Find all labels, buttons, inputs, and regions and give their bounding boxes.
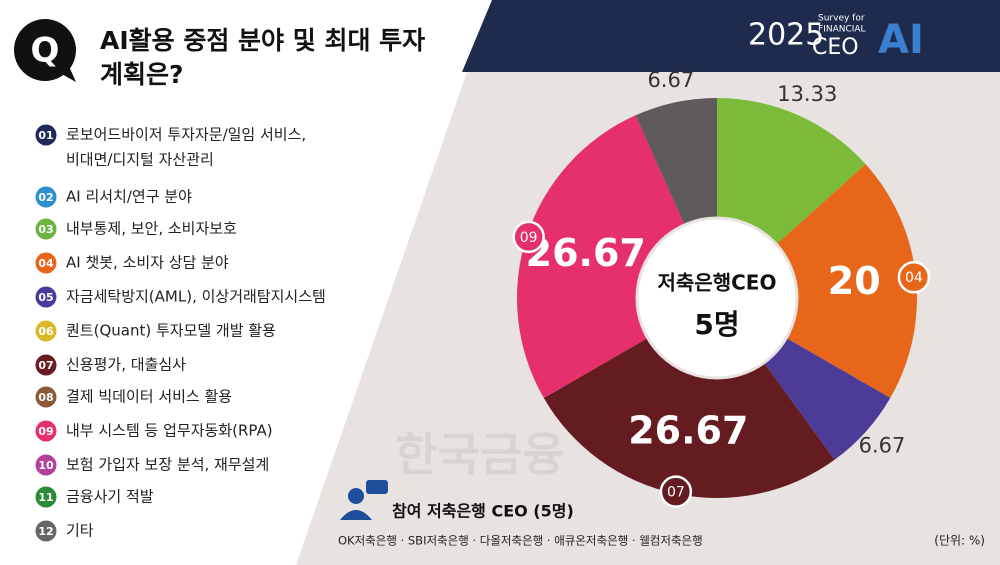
legend-badge: [35, 124, 57, 146]
slice-badge: [659, 475, 693, 508]
legend-number: 10: [38, 459, 54, 472]
legend-label: 신용평가, 대출심사: [66, 356, 186, 374]
legend-number: 08: [38, 391, 53, 404]
q-badge-tail: [58, 64, 76, 82]
q-letter: Q: [31, 31, 60, 71]
legend-badge: [35, 454, 57, 476]
logo-financial: FINANCIAL: [818, 25, 866, 35]
unit-label: (단위: %): [934, 534, 985, 548]
legend-label: 자금세탁방지(AML), 이상거래탐지시스템: [66, 288, 326, 306]
pie-slice: [717, 164, 917, 398]
legend-label: 내부통제, 보안, 소비자보호: [66, 220, 237, 238]
slice-badge-number: 04: [905, 270, 923, 286]
title-line: AI활용 중점 분야 및 최대 투자: [100, 26, 425, 55]
header-band: [462, 0, 1000, 72]
legend-badge: [35, 420, 57, 442]
legend-badge: [35, 286, 57, 308]
legend-badge: [35, 186, 57, 208]
legend-number: 01: [38, 129, 53, 142]
legend-label: 결제 빅데이터 서비스 활용: [66, 388, 232, 406]
logo-ai: AI: [878, 17, 924, 63]
legend-number: 11: [38, 491, 53, 504]
logo-year: 2025: [748, 18, 824, 53]
slice-badge: [512, 220, 545, 254]
legend-number: 07: [38, 359, 53, 372]
participants-list: OK저축은행 · SBI저축은행 · 다올저축은행 · 애큐온저축은행 · 웰컴…: [338, 534, 703, 548]
legend-label: AI 챗봇, 소비자 상담 분야: [66, 254, 229, 272]
legend-label: 비대면/디지털 자산관리: [66, 151, 214, 169]
center-disc: [635, 216, 799, 380]
legend-badge: [35, 218, 57, 240]
value-label: 20: [828, 259, 881, 303]
legend-number: 04: [38, 257, 54, 270]
legend-label: 로보어드바이저 투자자문/일임 서비스,: [66, 126, 306, 144]
legend-number: 05: [38, 291, 53, 304]
watermark: 한국금융: [395, 428, 564, 482]
participant-icon: [340, 480, 388, 520]
slice-badge: [897, 260, 931, 294]
participants-title: 참여 저축은행 CEO (5명): [392, 502, 574, 521]
center-label: 5명: [694, 308, 739, 341]
legend-number: 02: [38, 191, 53, 204]
legend-number: 06: [38, 325, 54, 338]
pie-slice: [517, 115, 717, 399]
legend-label: 보험 가입자 보장 분석, 재무설계: [66, 456, 269, 474]
legend-badge: [35, 320, 57, 342]
value-label: 26.67: [526, 231, 646, 275]
slice-badge-number: 09: [520, 230, 538, 246]
q-badge: [14, 19, 76, 81]
pie-slice: [543, 298, 835, 498]
legend-badge: [35, 354, 57, 376]
center-label: 저축은행CEO: [658, 271, 777, 295]
legend-number: 03: [38, 223, 53, 236]
legend-badge: [35, 386, 57, 408]
title-line: 계획은?: [100, 60, 184, 89]
slice-badge-number: 07: [667, 485, 685, 501]
legend-badge: [35, 486, 57, 508]
legend-label: 기타: [66, 522, 94, 540]
legend-badge: [35, 252, 57, 274]
legend-badge: [35, 520, 57, 542]
value-label: 26.67: [628, 408, 748, 452]
legend-label: AI 리서치/연구 분야: [66, 188, 192, 206]
value-label-outside: 6.67: [859, 433, 906, 457]
legend-number: 09: [38, 425, 53, 438]
logo-ceo: CEO: [812, 35, 859, 60]
value-label-outside: 13.33: [777, 82, 837, 106]
legend-label: 금융사기 적발: [66, 488, 154, 506]
legend-number: 12: [38, 525, 53, 538]
legend-label: 퀀트(Quant) 투자모델 개발 활용: [66, 322, 276, 340]
logo-survey: Survey for: [818, 14, 865, 24]
legend-label: 내부 시스템 등 업무자동화(RPA): [66, 422, 273, 440]
value-label-outside: 6.67: [647, 68, 694, 92]
